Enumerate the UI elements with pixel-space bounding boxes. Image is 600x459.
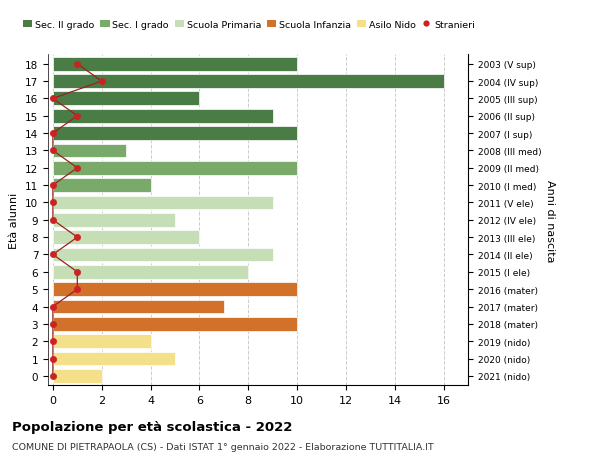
Bar (53, 231, 199, 245)
Bar (53, 265, 248, 279)
Bar (53, 110, 272, 123)
Bar (53, 179, 151, 193)
Bar (53, 58, 297, 72)
Y-axis label: Anni di nascita: Anni di nascita (545, 179, 555, 262)
Bar (53, 75, 443, 89)
Y-axis label: Età alunni: Età alunni (10, 192, 19, 248)
Bar (53, 283, 297, 297)
Bar (53, 92, 199, 106)
Bar (53, 213, 175, 227)
Bar (53, 196, 272, 210)
Bar (53, 300, 224, 314)
Text: COMUNE DI PIETRAPAOLA (CS) - Dati ISTAT 1° gennaio 2022 - Elaborazione TUTTITALI: COMUNE DI PIETRAPAOLA (CS) - Dati ISTAT … (12, 442, 434, 451)
Bar (53, 369, 102, 383)
Bar (53, 248, 272, 262)
Legend: Sec. II grado, Sec. I grado, Scuola Primaria, Scuola Infanzia, Asilo Nido, Stran: Sec. II grado, Sec. I grado, Scuola Prim… (19, 17, 478, 34)
Bar (53, 127, 297, 141)
Bar (53, 144, 126, 158)
Bar (53, 317, 297, 331)
Bar (53, 162, 297, 175)
Bar (53, 352, 175, 366)
Text: Popolazione per età scolastica - 2022: Popolazione per età scolastica - 2022 (12, 420, 292, 433)
Bar (53, 335, 151, 348)
